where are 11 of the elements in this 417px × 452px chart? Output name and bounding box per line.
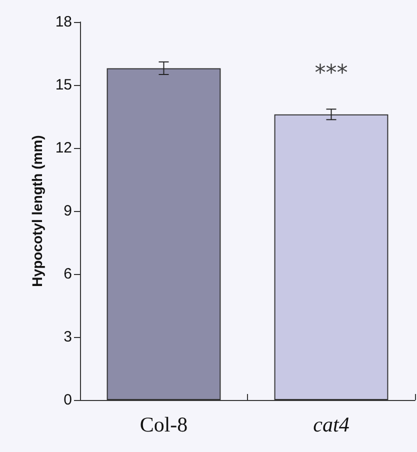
y-tick-label: 12 (55, 140, 72, 156)
y-tick-label: 3 (64, 328, 72, 346)
x-tick-label: Col-8 (140, 412, 188, 436)
y-tick-label: 6 (64, 266, 72, 282)
x-tick-label: cat4 (313, 412, 350, 436)
y-tick-label: 0 (64, 392, 72, 408)
y-tick-label: 9 (64, 202, 72, 220)
y-tick-label: 15 (55, 76, 72, 94)
y-axis-title: Hypocotyl length (mm) (29, 135, 45, 287)
annotation: *** (314, 60, 348, 86)
y-tick-label: 18 (55, 14, 72, 30)
